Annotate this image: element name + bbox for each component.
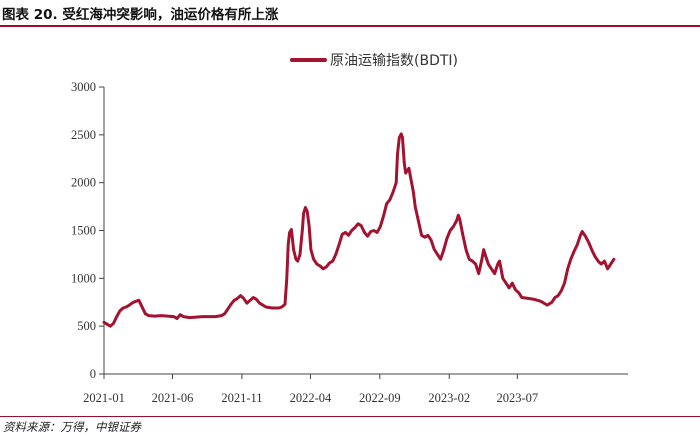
title-rule bbox=[0, 25, 700, 27]
y-tick-label: 500 bbox=[77, 319, 96, 333]
x-tick-label: 2022-04 bbox=[290, 391, 332, 405]
source-note: 资料来源：万得，中银证券 bbox=[3, 420, 141, 434]
axes: 0 500 1000 1500 2000 2500 3000 2021-01 2021-06 20… bbox=[71, 80, 628, 405]
figure-title: 图表 20. 受红海冲突影响，油运价格有所上涨 bbox=[2, 7, 279, 23]
footer-rule bbox=[0, 416, 700, 417]
series-line-bdti bbox=[102, 132, 616, 328]
x-tick-label: 2021-11 bbox=[221, 391, 262, 405]
y-tick-label: 1000 bbox=[71, 271, 96, 285]
y-tick-label: 1500 bbox=[71, 224, 96, 238]
x-tick-label: 2023-07 bbox=[496, 391, 538, 405]
y-tick-label: 2500 bbox=[71, 128, 96, 142]
y-tick-label: 2000 bbox=[71, 176, 96, 190]
x-tick-label: 2023-02 bbox=[428, 391, 470, 405]
x-tick-label: 2021-01 bbox=[83, 391, 125, 405]
bdti-line-chart: 原油运输指数(BDTI) 0 500 1000 1500 2000 2500 3000 202… bbox=[71, 53, 628, 405]
y-tick-label: 3000 bbox=[71, 80, 96, 94]
legend: 原油运输指数(BDTI) bbox=[290, 53, 458, 69]
x-tick-label: 2022-09 bbox=[359, 391, 401, 405]
y-tick-label: 0 bbox=[90, 367, 96, 381]
x-tick-label: 2021-06 bbox=[152, 391, 194, 405]
legend-label: 原油运输指数(BDTI) bbox=[330, 53, 458, 69]
plot-area bbox=[102, 132, 616, 328]
